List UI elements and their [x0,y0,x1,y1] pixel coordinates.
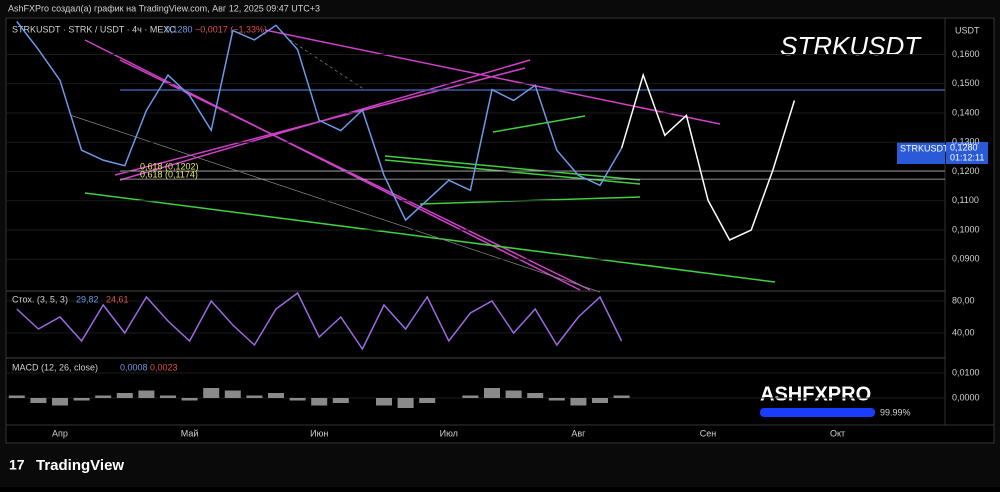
watermark-bar [760,408,875,417]
histogram-bar [419,398,436,403]
brand: TradingView [36,457,124,474]
price: 0,1280 [165,24,193,34]
x-tick-label: Авг [571,428,586,438]
indicator-reading: 0,0008 [120,362,148,372]
histogram-bar [268,393,284,398]
y-tick-label: 0,0900 [952,254,980,264]
histogram-bar [289,398,306,401]
watermark-name: ASHFXPRO [760,383,871,405]
x-tick-label: Апр [52,428,68,438]
y-tick-label: 0,0000 [952,392,980,402]
y-tick-label: 0,1100 [952,195,979,205]
histogram-bar [376,398,392,406]
caption: AshFXPro создал(а) график на TradingView… [8,3,320,13]
symbol: STRKUSDT · STRK / USDT · 4ч · MEXC [12,24,176,34]
histogram-bar [30,398,47,403]
histogram-bar [181,398,198,401]
x-tick-label: Сен [700,428,717,438]
indicator-title: MACD (12, 26, close) [12,362,98,372]
histogram-bar [484,388,500,398]
histogram-bar [548,398,565,401]
histogram-bar [332,398,349,403]
histogram-bar [138,390,155,398]
price-tag-name: STRKUSDT [900,143,949,153]
price-tag-price: 0,1280 [950,142,978,152]
histogram-bar [570,398,587,406]
x-tick-label: Июн [310,428,328,438]
y-tick-label: 0,0100 [952,367,980,377]
series-line [620,72,796,241]
series-line [16,291,623,351]
histogram-bar [397,398,414,408]
watermark: ASHFXPRO 99.99% [760,383,911,417]
trendline [69,114,601,293]
x-tick-label: Май [181,428,199,438]
indicator-reading: 0,0023 [150,362,178,372]
histogram-bar [73,398,90,401]
histogram-bar [116,393,133,398]
histogram-bar [311,398,328,406]
histogram-bar [224,390,241,398]
price-tag-timer: 01:12:11 [950,152,984,162]
indicator-reading: 29,82 [76,294,99,304]
trendline [119,59,591,291]
y-tick-label: 0,1300 [952,137,980,147]
big-title: STRKUSDT [780,31,922,61]
fib-label: 0,618 (0,1174) [140,170,198,180]
histogram-bar [95,395,112,398]
histogram-bar [592,398,608,403]
y-tick-label: 0,1000 [952,224,980,234]
y-tick-label: 0,1200 [952,166,980,176]
x-tick-label: Июл [440,428,458,438]
trendline [492,115,586,133]
watermark-percent: 99.99% [880,407,911,417]
trendline [384,155,641,181]
histogram-bar [527,393,544,398]
price-tag-box [946,142,988,164]
y-tick-label: 0,1500 [952,78,980,88]
y-tick-label: 80,00 [952,295,975,305]
indicator-title: Стох. (3, 5, 3) [12,294,68,304]
series-line [16,21,623,222]
histogram-bar [52,398,68,406]
trendline [84,39,581,291]
indicator-reading: 24,61 [106,294,129,304]
histogram-bar [160,395,176,398]
brand-logo: 17 [9,457,25,473]
histogram-bar [246,395,263,398]
change: −0,0017 (−1,33%) [195,24,267,34]
y-tick-label: 0,1400 [952,107,980,117]
histogram-bar [8,395,25,398]
histogram-bar [462,395,479,398]
fib-label: 0,618 (0,1202) [140,161,199,171]
axis-unit: USDT [955,25,980,35]
y-tick-label: 40,00 [952,327,975,337]
histogram-bar [505,390,522,398]
x-tick-label: Окт [830,428,845,438]
trendline [84,192,776,283]
y-tick-label: 0,1600 [952,49,980,59]
histogram-bar [613,395,630,398]
price-tag-name-box [897,142,945,164]
histogram-bar [203,388,220,398]
